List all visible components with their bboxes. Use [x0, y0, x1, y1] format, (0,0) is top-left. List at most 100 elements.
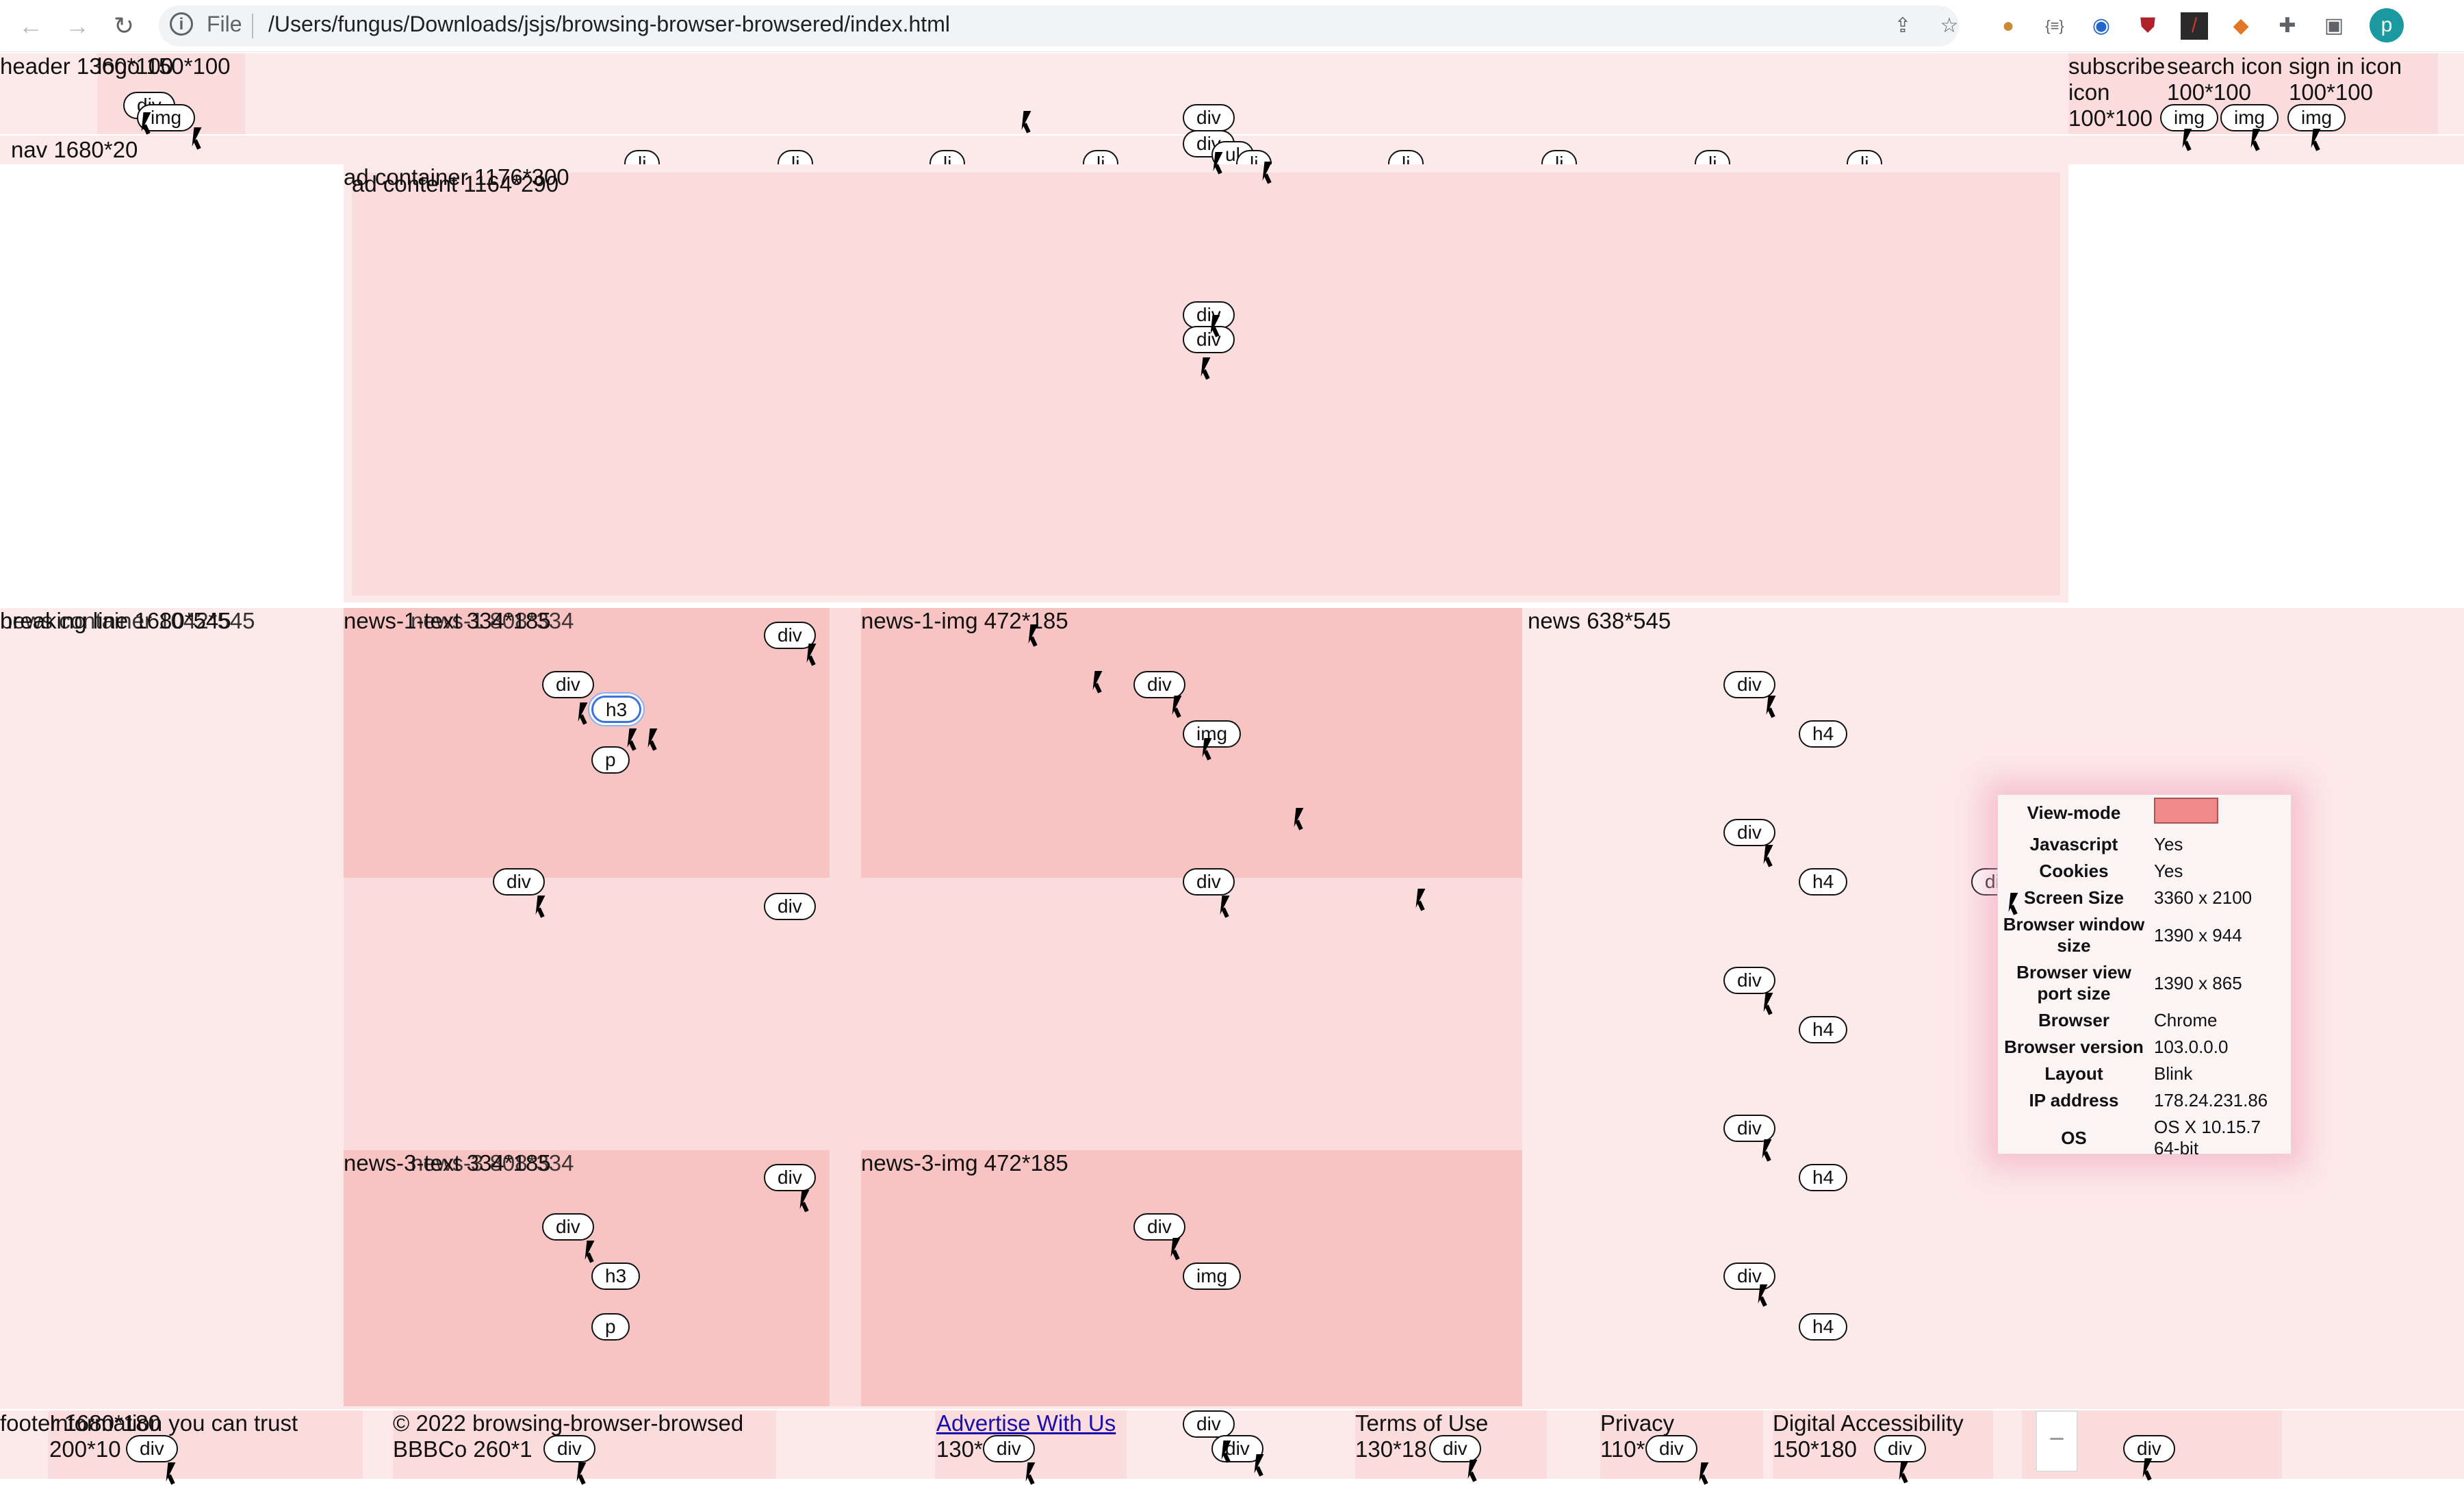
- news-side-div-tag[interactable]: div: [1723, 1262, 1775, 1290]
- extension-icon[interactable]: ◉: [2092, 14, 2111, 37]
- sidebar-icon[interactable]: ▣: [2324, 14, 2344, 37]
- view-mode-swatch: [2150, 795, 2291, 831]
- news-1-img-div-tag[interactable]: div: [1133, 671, 1185, 698]
- footer-info-box: [48, 1410, 363, 1479]
- share-icon[interactable]: ⇪: [1894, 14, 1912, 37]
- advertise-link[interactable]: Advertise With Us: [936, 1410, 1116, 1436]
- info-key: View-mode: [2027, 802, 2121, 823]
- accessibility-size: 150*180: [1773, 1436, 1857, 1462]
- news-side-h4-tag[interactable]: h4: [1799, 1164, 1848, 1191]
- news-3-img-label: news-3-img 472*185: [861, 1150, 1068, 1176]
- advertise-size: 130*: [936, 1436, 983, 1462]
- ad-div-tag[interactable]: div: [1183, 326, 1235, 353]
- terms-link[interactable]: Terms of Use: [1355, 1410, 1489, 1436]
- info-value: 3360 x 2100: [2154, 887, 2253, 908]
- header-div-tag[interactable]: div: [1183, 104, 1235, 131]
- news-side-div-tag[interactable]: div: [1723, 967, 1775, 994]
- ad-content: [352, 173, 2060, 596]
- ad-div-tag[interactable]: div: [1183, 301, 1235, 329]
- forward-icon[interactable]: →: [65, 12, 90, 40]
- news-3-text: [344, 1150, 830, 1406]
- url-text[interactable]: /Users/fungus/Downloads/jsjs/browsing-br…: [268, 12, 950, 36]
- avatar[interactable]: p: [2370, 8, 2404, 42]
- footer-div-tag[interactable]: div: [543, 1435, 595, 1462]
- news-side-div-tag[interactable]: div: [1723, 1115, 1775, 1142]
- news-1-div-tag[interactable]: div: [764, 622, 816, 649]
- header-label: header 1360*100: [0, 53, 174, 79]
- footer-div-tag[interactable]: div: [983, 1435, 1035, 1462]
- zoom-out-button[interactable]: −: [2036, 1410, 2078, 1472]
- footer-div-tag[interactable]: div: [126, 1435, 178, 1462]
- search-label: search icon 100*100: [2167, 53, 2283, 105]
- search-img-tag[interactable]: img: [2220, 104, 2279, 131]
- file-label: File: [207, 12, 242, 36]
- info-value: 103.0.0.0: [2154, 1037, 2229, 1057]
- cookie-icon[interactable]: ●: [2001, 14, 2015, 37]
- info-key: Browser version: [2004, 1037, 2144, 1057]
- news-side-div-tag[interactable]: div: [1723, 819, 1775, 846]
- news-side-h4-tag[interactable]: h4: [1799, 720, 1848, 748]
- footer-div-tag[interactable]: div: [1183, 1410, 1235, 1438]
- news-side-h4-tag[interactable]: h4: [1799, 868, 1848, 896]
- info-key: Javascript: [2029, 834, 2118, 854]
- bookmark-icon[interactable]: /: [2181, 12, 2208, 40]
- info-value: 178.24.231.86: [2154, 1090, 2268, 1110]
- footer-div-tag[interactable]: div: [1429, 1435, 1481, 1462]
- reload-icon[interactable]: ↻: [113, 12, 135, 40]
- accessibility-link[interactable]: Digital Accessibility: [1773, 1410, 1964, 1436]
- news-side-label: news 638*545: [1528, 608, 1671, 633]
- news-3-block-label: news-3 808*334: [411, 1150, 574, 1176]
- info-key: OS: [2061, 1127, 2087, 1148]
- info-value: Chrome: [2154, 1010, 2218, 1030]
- browser-info-table: View-mode Javascript Yes Cookies Yes Scree…: [1998, 795, 2291, 1162]
- subscribe-img-tag[interactable]: img: [2160, 104, 2219, 131]
- news-3-img-tag[interactable]: img: [1183, 1262, 1242, 1290]
- info-value: Yes: [2154, 834, 2183, 854]
- news-row-div-tag[interactable]: div: [1183, 868, 1235, 896]
- news-1-text: [344, 608, 830, 878]
- browser-info-popup: View-mode Javascript Yes Cookies Yes Scree…: [1997, 794, 2292, 1158]
- news-1-h3-tag[interactable]: h3: [591, 696, 642, 723]
- privacy-link[interactable]: Privacy: [1600, 1410, 1675, 1436]
- ad-content-label: ad content 1164*290: [352, 171, 559, 196]
- info-key: Browser view port size: [2016, 962, 2131, 1004]
- browser-toolbar: ← → ↻ i File /Users/fungus/Downloads/jsj…: [0, 0, 2464, 52]
- json-icon[interactable]: {≡}: [2045, 17, 2064, 34]
- footer-info-size: 200*10: [49, 1436, 121, 1462]
- news-1-block-label: news-1 808*334: [411, 608, 574, 633]
- news-1-div-tag[interactable]: div: [542, 671, 594, 698]
- info-value: OS X 10.15.7 64-bit: [2154, 1117, 2261, 1158]
- info-key: Browser window size: [2003, 914, 2145, 956]
- info-key: Layout: [2044, 1063, 2103, 1084]
- info-icon[interactable]: i: [170, 12, 193, 36]
- fox-icon[interactable]: ◆: [2233, 14, 2249, 37]
- news-1-p-tag[interactable]: p: [591, 746, 630, 774]
- news-row-div-tag[interactable]: div: [493, 868, 545, 896]
- address-bar[interactable]: [159, 5, 1959, 47]
- news-side-h4-tag[interactable]: h4: [1799, 1016, 1848, 1043]
- puzzle-icon[interactable]: ✚: [2279, 14, 2296, 37]
- back-icon[interactable]: ←: [18, 12, 43, 40]
- ad-container-label: ad container 1176*300: [344, 164, 569, 190]
- terms-size: 130*18: [1355, 1436, 1427, 1462]
- star-icon[interactable]: ☆: [1940, 14, 1959, 37]
- info-value: 1390 x 865: [2154, 972, 2242, 993]
- footer-div-tag[interactable]: div: [1874, 1435, 1926, 1462]
- news-row-div-tag[interactable]: div: [764, 893, 816, 920]
- news-side-h4-tag[interactable]: h4: [1799, 1313, 1848, 1341]
- news-3-div-tag[interactable]: div: [764, 1164, 816, 1191]
- shield-icon[interactable]: ⛊: [2140, 14, 2156, 37]
- news-3-p-tag[interactable]: p: [591, 1313, 630, 1341]
- footer-div-tag[interactable]: div: [1645, 1435, 1697, 1462]
- info-value: 1390 x 944: [2154, 924, 2242, 945]
- news-3-div-tag[interactable]: div: [542, 1213, 594, 1241]
- footer-label: footer 1680*180: [0, 1410, 161, 1436]
- news-side-div-tag[interactable]: div: [1723, 671, 1775, 698]
- info-value: Yes: [2154, 861, 2183, 881]
- news-1-img-tag[interactable]: img: [1183, 720, 1242, 748]
- news-container-label: news container 1042*545: [0, 608, 255, 633]
- info-key: Cookies: [2039, 861, 2109, 881]
- signin-img-tag[interactable]: img: [2287, 104, 2346, 131]
- news-3-h3-tag[interactable]: h3: [591, 1262, 641, 1290]
- news-3-img-div-tag[interactable]: div: [1133, 1213, 1185, 1241]
